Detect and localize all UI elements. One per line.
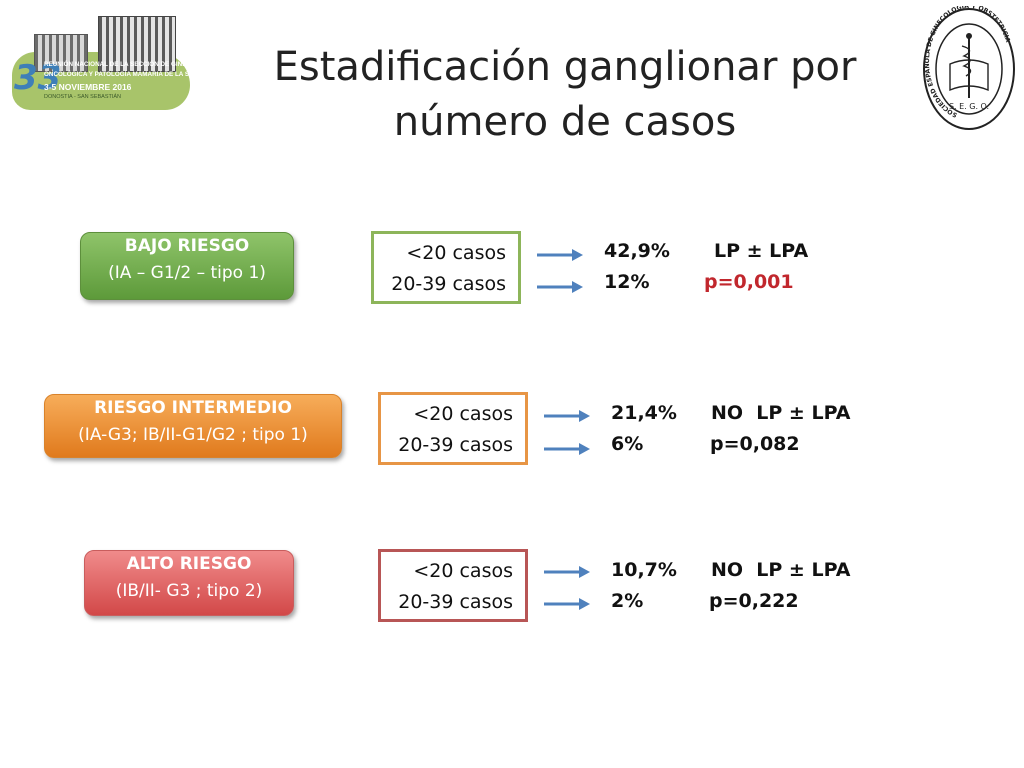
risk-description: (IA – G1/2 – tipo 1) <box>108 263 266 283</box>
cases-label-lt20: <20 casos <box>413 403 513 425</box>
logo-number: 33 <box>14 58 62 98</box>
risk-name: BAJO RIESGO <box>124 236 250 256</box>
cases-box-low: <20 casos 20-39 casos <box>371 231 521 304</box>
logo-text-city: DONOSTIA - SAN SEBASTIÁN <box>44 94 122 100</box>
risk-description: (IB/II- G3 ; tipo 2) <box>115 581 263 601</box>
cases-label-lt20: <20 casos <box>406 242 506 264</box>
p-value: p=0,082 <box>710 433 800 455</box>
outcome-label: LP ± LPA <box>714 240 809 262</box>
risk-description: (IA-G3; IB/II-G1/G2 ; tipo 1) <box>78 425 308 445</box>
arrow-right-icon <box>544 598 590 610</box>
risk-name: ALTO RIESGO <box>126 554 252 574</box>
outcome-label: NO LP ± LPA <box>711 402 851 424</box>
logo-text-dates: 3-5 NOVIEMBRE 2016 <box>44 82 132 92</box>
logo-text-line2: ONCOLÓGICA Y PATOLOGÍA MAMARIA DE LA SEG… <box>44 71 204 78</box>
arrow-right-icon <box>537 281 583 293</box>
percentage-lt20: 21,4% <box>611 402 677 424</box>
p-value: p=0,001 <box>704 271 794 293</box>
outcome-label: NO LP ± LPA <box>711 559 851 581</box>
percentage-20-39: 12% <box>604 271 650 293</box>
cases-label-lt20: <20 casos <box>413 560 513 582</box>
cases-box-high: <20 casos 20-39 casos <box>378 549 528 622</box>
arrow-right-icon <box>544 443 590 455</box>
percentage-lt20: 10,7% <box>611 559 677 581</box>
cases-label-20-39: 20-39 casos <box>391 273 506 295</box>
slide-title: Estadificación ganglionar por número de … <box>273 44 857 145</box>
conference-logo: 33 REUNIÓN NACIONAL DE LA SECCIÓN DE GIN… <box>12 14 216 110</box>
logo-text-line1: REUNIÓN NACIONAL DE LA SECCIÓN DE GINECO… <box>44 61 216 68</box>
sego-seal-logo: SOCIEDAD ESPAÑOLA DE GINECOLOGÍA Y OBSTE… <box>922 6 1015 130</box>
seal-initials: S. E. G. O. <box>949 102 989 111</box>
cases-label-20-39: 20-39 casos <box>398 591 513 613</box>
percentage-lt20: 42,9% <box>604 240 670 262</box>
percentage-20-39: 6% <box>611 433 644 455</box>
arrow-right-icon <box>537 249 583 261</box>
cases-box-intermediate: <20 casos 20-39 casos <box>378 392 528 465</box>
logo-building-small <box>34 34 88 72</box>
cases-label-20-39: 20-39 casos <box>398 434 513 456</box>
risk-box-intermediate: RIESGO INTERMEDIO (IA-G3; IB/II-G1/G2 ; … <box>44 394 342 458</box>
arrow-right-icon <box>544 566 590 578</box>
risk-box-high: ALTO RIESGO (IB/II- G3 ; tipo 2) <box>84 550 294 616</box>
risk-name: RIESGO INTERMEDIO <box>94 398 292 418</box>
percentage-20-39: 2% <box>611 590 644 612</box>
p-value: p=0,222 <box>709 590 799 612</box>
logo-building-large <box>98 16 176 72</box>
arrow-right-icon <box>544 410 590 422</box>
risk-box-low: BAJO RIESGO (IA – G1/2 – tipo 1) <box>80 232 294 300</box>
